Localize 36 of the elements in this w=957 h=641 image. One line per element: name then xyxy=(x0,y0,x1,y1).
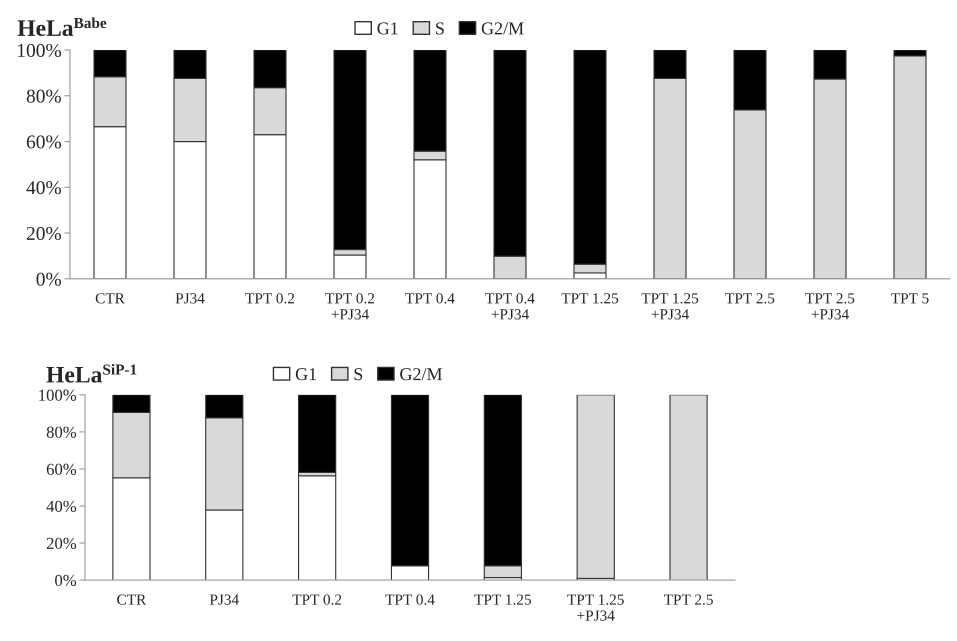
x-tick-label: PJ34 xyxy=(176,293,205,304)
legend-label: G1 xyxy=(296,368,316,380)
legend-label: S xyxy=(354,368,362,380)
y-tick-label: 40% xyxy=(26,181,62,194)
x-tick-label: TPT 0.4 xyxy=(385,594,435,605)
y-tick-label: 100% xyxy=(18,44,62,57)
legend-label: G1 xyxy=(377,22,398,35)
x-tick-label: CTR xyxy=(117,594,146,605)
y-tick-label: 80% xyxy=(26,90,62,103)
x-tick-label: TPT 1.25 xyxy=(474,594,531,605)
legend-label: G2/M xyxy=(400,368,442,380)
x-tick-label: TPT 1.25 +PJ34 xyxy=(642,293,698,320)
y-tick-label: 80% xyxy=(46,426,76,438)
y-tick-label: 20% xyxy=(26,226,62,240)
x-tick-label: TPT 0.2 xyxy=(245,293,294,304)
y-tick-label: 0% xyxy=(55,574,76,586)
x-tick-label: TPT 0.2 +PJ34 xyxy=(325,293,374,320)
x-tick-label: TPT 1.25 xyxy=(562,293,618,304)
x-tick-label: TPT 0.4 +PJ34 xyxy=(485,293,535,320)
y-tick-label: 20% xyxy=(46,538,76,550)
y-tick-label: 0% xyxy=(36,272,62,286)
x-tick-label: PJ34 xyxy=(210,594,239,605)
x-tick-label: TPT 1.25 +PJ34 xyxy=(567,594,624,621)
x-tick-label: TPT 0.2 xyxy=(292,594,342,605)
x-tick-label: TPT 2.5 xyxy=(664,594,713,605)
y-tick-label: 60% xyxy=(26,135,62,149)
x-tick-label: TPT 5 xyxy=(891,293,929,304)
x-tick-label: TPT 2.5 +PJ34 xyxy=(805,293,854,320)
legend-label: S xyxy=(436,22,444,35)
y-tick-label: 40% xyxy=(46,500,76,512)
x-tick-label: TPT 0.4 xyxy=(405,293,455,304)
x-tick-label: TPT 2.5 xyxy=(725,293,774,304)
x-tick-label: CTR xyxy=(96,293,125,304)
y-tick-label: 60% xyxy=(46,464,76,475)
y-tick-label: 100% xyxy=(39,390,76,401)
legend-label: G2/M xyxy=(482,22,524,35)
